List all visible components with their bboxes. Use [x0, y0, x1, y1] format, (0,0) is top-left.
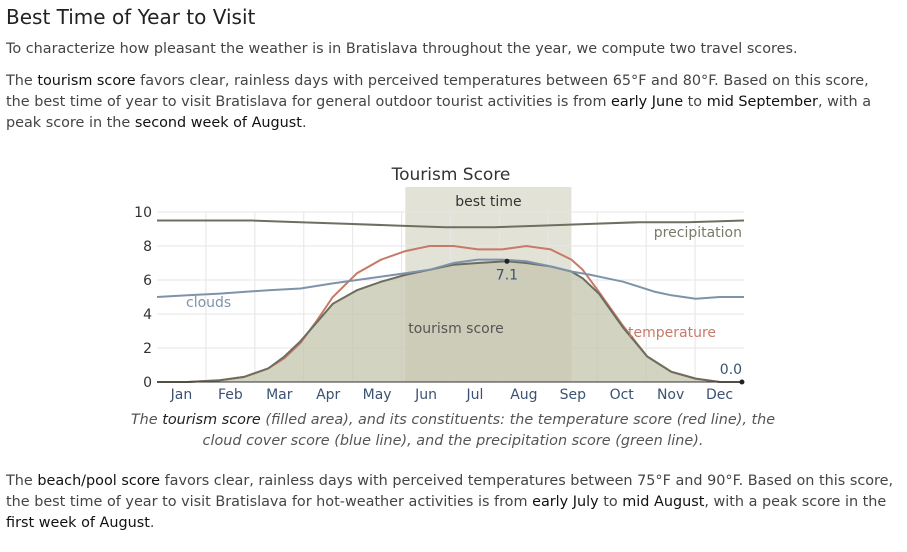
temperature-label: temperature: [628, 325, 716, 341]
highlight-peak: first week of August: [6, 515, 150, 531]
chart-title: Tourism Score: [391, 165, 511, 185]
x-tick-label: Dec: [706, 387, 733, 403]
highlight-end-date: mid September: [706, 94, 818, 110]
y-axis-ticks: 0 2 4 6 8 10: [134, 205, 152, 391]
peak-value-label: 7.1: [496, 267, 518, 283]
x-tick-label: May: [363, 387, 392, 403]
highlight-start-date: early July: [532, 494, 599, 510]
x-tick-label: Jun: [414, 387, 437, 403]
x-tick-label: Apr: [316, 387, 340, 403]
text-span: , with a peak score in the: [6, 94, 872, 131]
x-tick-label: Aug: [510, 387, 537, 403]
end-marker: [739, 379, 745, 385]
page-title: Best Time of Year to Visit: [6, 5, 256, 29]
text-span: to: [683, 94, 707, 110]
y-tick-label: 0: [143, 375, 152, 391]
x-axis-ticks: Jan Feb Mar Apr May Jun Jul Aug Sep Oct Nov Dec: [170, 387, 733, 403]
highlight-beach-score: beach/pool score: [37, 473, 161, 489]
tourism-score-area: [157, 261, 744, 382]
y-tick-label: 4: [143, 307, 152, 323]
text-span: .: [301, 115, 307, 131]
text-span: favors clear, rainless days with perceiv…: [6, 473, 894, 510]
precipitation-line: [157, 219, 745, 229]
clouds-label: clouds: [186, 295, 231, 311]
highlight-end-date: mid August: [622, 494, 705, 510]
text-span: to: [598, 494, 623, 510]
highlight-start-date: early June: [611, 94, 684, 110]
best-time-label: best time: [455, 194, 521, 210]
tourism-score-inner-label: tourism score: [408, 321, 504, 337]
tourism-score-line: [157, 260, 744, 383]
text-span: (filled area), and its constituents: the…: [202, 412, 776, 449]
text-span: favors clear, rainless days with perceiv…: [6, 73, 869, 110]
precipitation-label: precipitation: [654, 225, 742, 241]
y-tick-label: 10: [134, 205, 152, 221]
x-tick-label: Oct: [610, 387, 635, 403]
text-span: .: [149, 515, 155, 531]
x-tick-label: Nov: [657, 387, 684, 403]
intro-paragraph: To characterize how pleasant the weather…: [6, 41, 798, 57]
text-span: The: [6, 73, 38, 89]
x-tick-label: Mar: [266, 387, 293, 403]
peak-marker: [504, 258, 510, 264]
y-tick-label: 8: [143, 239, 152, 255]
beach-paragraph: The beach/pool score favors clear, rainl…: [6, 471, 896, 534]
x-tick-label: Sep: [560, 387, 587, 403]
highlight-tourism-score: tourism score: [37, 73, 136, 89]
text-span: The: [6, 473, 38, 489]
text-span: The: [130, 412, 163, 428]
x-tick-label: Jul: [466, 387, 484, 403]
text-span: , with a peak score in the: [704, 494, 887, 510]
x-tick-label: Feb: [218, 387, 243, 403]
chart-caption: The tourism score (filled area), and its…: [130, 410, 776, 452]
x-tick-label: Jan: [170, 387, 193, 403]
end-value-label: 0.0: [720, 362, 742, 378]
clouds-line: [156, 258, 744, 300]
highlight-peak: second week of August: [134, 115, 302, 131]
y-tick-label: 2: [143, 341, 152, 357]
tourism-paragraph: The tourism score favors clear, rainless…: [6, 71, 896, 134]
highlight-tourism-score: tourism score: [162, 412, 261, 428]
y-tick-label: 6: [143, 273, 152, 289]
tourism-score-chart: best time 0 2 4 6 8 10 Jan Feb Mar Apr May Jun Jul A…: [134, 165, 745, 403]
